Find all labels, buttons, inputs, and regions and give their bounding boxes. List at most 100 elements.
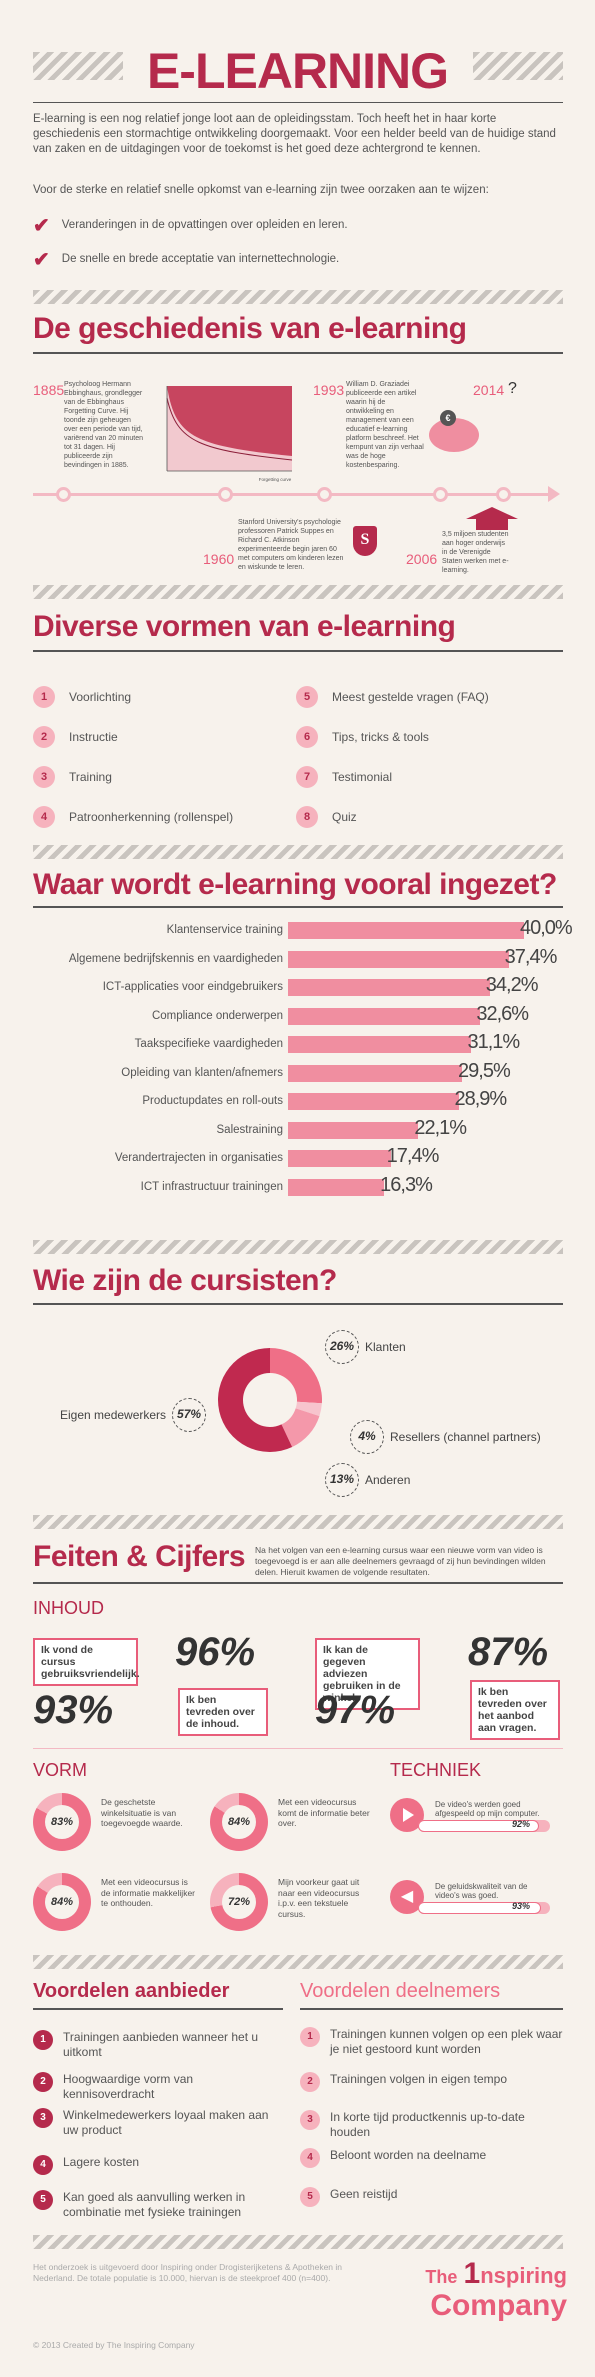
students-donut-chart: [218, 1348, 322, 1452]
vorm-donut-value: 72%: [222, 1885, 256, 1919]
history-text-2006: 3,5 miljoen studenten aan hoger onderwij…: [442, 531, 509, 574]
techniek-text-1: De video's werden goed afgespeeld op mij…: [435, 1800, 540, 1818]
history-year-1993: 1993: [313, 382, 345, 398]
reason-item-1: ✔ Veranderingen in de opvattingen over o…: [33, 213, 348, 238]
vorm-donut-value: 84%: [45, 1885, 79, 1919]
inhoud-value-1: 93%: [33, 1688, 114, 1732]
number-badge: 5: [33, 2190, 53, 2210]
segment-callout-resellers: 4% Resellers (channel partners): [350, 1420, 541, 1454]
history-text-1960: Stanford University's psychologie profes…: [238, 519, 344, 571]
segment-callout-eigen-medewerkers: Eigen medewerkers 57%: [60, 1398, 207, 1432]
participant-item-text: Geen reistijd: [330, 2187, 398, 2201]
checkmark-icon: ✔: [33, 215, 50, 237]
participant-item-3: 3 In korte tijd productkennis up-to-date …: [300, 2110, 563, 2140]
facts-rule: [33, 1582, 563, 1584]
donut-segment: [270, 1348, 322, 1404]
provider-heading: Voordelen aanbieder: [33, 1980, 230, 2002]
section-divider: [33, 1240, 563, 1254]
techniek-value: 93%: [512, 1901, 531, 1911]
curve-x-label: Forgetting curve: [259, 477, 292, 482]
bar: [288, 950, 509, 968]
inhoud-label: INHOUD: [33, 1598, 104, 1618]
bar-category-label: Klantenservice training: [166, 924, 283, 936]
bar-value-label: 22,1%: [414, 1116, 467, 1139]
number-badge: 5: [296, 686, 318, 708]
bar-value-label: 16,3%: [380, 1173, 433, 1196]
stanford-logo: S: [353, 526, 377, 556]
history-rule: [33, 352, 563, 354]
number-badge: 1: [33, 2030, 53, 2050]
techniek-fill: [418, 1902, 541, 1914]
participant-item-text: Trainingen volgen in eigen tempo: [330, 2072, 508, 2086]
decor-stripe-top-right: [473, 52, 563, 80]
students-rule: [33, 1303, 563, 1305]
participants-heading: Voordelen deelnemers: [300, 1980, 501, 2002]
bar-category-label: Salestraining: [216, 1123, 283, 1136]
number-badge: 7: [296, 766, 318, 788]
bar-category-label: ICT-applicaties voor eindgebruikers: [102, 981, 283, 993]
participant-item-1: 1 Trainingen kunnen volgen op een plek wa…: [300, 2027, 563, 2057]
participant-item-4: 4 Beloont worden na deelname: [300, 2148, 563, 2168]
facts-heading: Feiten & Cijfers: [33, 1540, 246, 1573]
history-heading: De geschiedenis van e-learning: [33, 312, 467, 345]
segment-value: 26%: [325, 1330, 359, 1364]
number-badge: 3: [33, 766, 55, 788]
number-badge: 4: [33, 806, 55, 828]
number-badge: 6: [296, 726, 318, 748]
vorm-text: Met een videocursus komt de informatie b…: [278, 1797, 370, 1828]
bar-value-label: 17,4%: [386, 1145, 440, 1167]
form-item-label: Training: [69, 770, 112, 784]
reason-text: De snelle en brede acceptatie van intern…: [61, 253, 340, 265]
provider-item-text: Winkelmedewerkers loyaal maken aan uw pr…: [63, 2108, 269, 2137]
usage-rule: [33, 906, 563, 908]
number-badge: 2: [300, 2072, 320, 2092]
history-text-2014: ?: [508, 380, 517, 397]
techniek-bar-2: ◀ 93%: [390, 1880, 550, 1918]
bar: [288, 922, 524, 939]
forgetting-curve-chart: Forgetting curve: [166, 386, 293, 482]
bar: [288, 1093, 459, 1110]
vorm-donut: 83%: [33, 1793, 91, 1851]
number-badge: 5: [300, 2187, 320, 2207]
form-item-label: Meest gestelde vragen (FAQ): [332, 690, 489, 704]
form-item-label: Patroonherkenning (rollenspel): [69, 810, 234, 824]
students-heading: Wie zijn de cursisten?: [33, 1264, 337, 1297]
participants-rule: [300, 2008, 563, 2010]
timeline-arrow: [548, 486, 560, 502]
curve-fill: [167, 386, 292, 456]
checkmark-icon: ✔: [33, 249, 50, 271]
logo-word-the: The: [425, 2267, 458, 2287]
inhoud-value-2: 96%: [175, 1630, 256, 1674]
provider-item-5: 5 Kan goed als aanvulling werken in combi…: [33, 2190, 283, 2220]
form-item-label: Quiz: [332, 810, 357, 824]
bar-value-label: 37,4%: [504, 945, 558, 968]
bar: [288, 979, 490, 996]
bar-category-label: Taakspecifieke vaardigheden: [134, 1038, 283, 1050]
footer-copyright: © 2013 Created by The Inspiring Company: [33, 2340, 195, 2350]
number-badge: 8: [296, 806, 318, 828]
segment-label: Resellers (channel partners): [390, 1430, 541, 1444]
reason-text: Veranderingen in de opvattingen over opl…: [61, 219, 348, 231]
provider-item-3: 3 Winkelmedewerkers loyaal maken aan uw p…: [33, 2108, 283, 2138]
history-year-2006: 2006: [406, 551, 438, 567]
curve-line: [166, 397, 293, 461]
logo-word-company: Company: [430, 2289, 567, 2322]
bar-value-label: 31,1%: [467, 1031, 520, 1053]
form-item-label: Tips, tricks & tools: [332, 730, 429, 744]
vorm-donut-value: 84%: [222, 1805, 256, 1839]
bar: [288, 1121, 419, 1139]
form-item-1: 1 Voorlichting: [33, 686, 131, 708]
provider-rule: [33, 2008, 283, 2010]
bar: [288, 1007, 481, 1025]
usage-heading: Waar wordt e-learning vooral ingezet?: [33, 868, 557, 901]
form-item-6: 6 Tips, tricks & tools: [296, 726, 429, 748]
number-badge: 2: [33, 2072, 53, 2092]
section-divider: [33, 1515, 563, 1529]
section-divider: [33, 290, 563, 304]
forms-heading: Diverse vormen van e-learning: [33, 610, 456, 643]
logo-word-inspiring: nspiring: [480, 2263, 567, 2288]
facts-intro: Na het volgen van een e-learning cursus …: [255, 1545, 546, 1577]
graduation-cap-icon: [466, 507, 518, 531]
provider-item-text: Trainingen aanbieden wanneer het u uitko…: [63, 2030, 259, 2059]
segment-label: Klanten: [365, 1340, 406, 1354]
